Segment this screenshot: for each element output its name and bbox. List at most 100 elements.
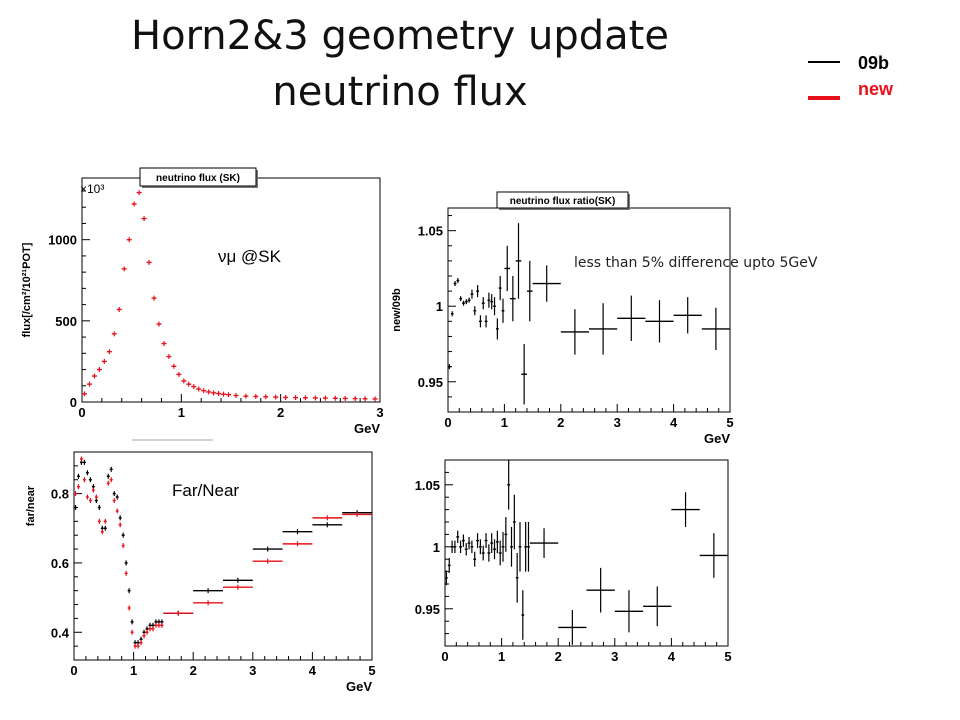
title-box: [496, 191, 629, 209]
data-point: [456, 530, 460, 544]
data-point: [510, 276, 516, 322]
chart-title: neutrino flux ratio(SK): [510, 196, 616, 207]
data-point: [163, 610, 194, 616]
data-point: [115, 508, 119, 514]
data-point: [456, 278, 460, 284]
series: [74, 456, 372, 649]
data-point: [243, 393, 249, 399]
data-point: [193, 600, 223, 606]
x-tick-label: 2: [555, 649, 562, 664]
legend-item-09b: 09b: [808, 52, 928, 78]
data-point: [252, 546, 283, 552]
data-point: [453, 540, 457, 553]
data-point: [273, 394, 279, 400]
data-point: [470, 540, 474, 553]
data-point: [115, 494, 119, 500]
data-point: [293, 395, 299, 401]
data-point: [116, 306, 122, 312]
y-tick-label: 0.95: [418, 375, 443, 390]
x-tick-label: 5: [726, 415, 733, 430]
data-point: [130, 619, 134, 625]
x-tick-label: 3: [376, 405, 383, 420]
x-tick-label: 3: [614, 415, 621, 430]
data-point: [103, 525, 107, 531]
data-point: [193, 588, 223, 594]
data-point: [146, 259, 152, 265]
data-point: [82, 477, 86, 483]
data-point: [560, 309, 589, 355]
data-point: [518, 522, 522, 572]
data-point: [94, 494, 98, 500]
data-point: [487, 544, 491, 562]
data-point: [282, 541, 313, 547]
data-point: [478, 539, 482, 555]
x-tick-label: 0: [444, 415, 451, 430]
data-point: [226, 392, 231, 398]
data-point: [96, 367, 102, 373]
data-point: [121, 266, 127, 272]
data-point: [448, 364, 451, 370]
data-point: [450, 540, 454, 553]
data-point: [76, 484, 80, 490]
data-point: [447, 557, 451, 573]
data-point: [201, 388, 207, 394]
data-point: [484, 533, 488, 549]
data-point: [495, 530, 499, 553]
data-point: [479, 315, 482, 328]
x-tick-label: 0: [78, 405, 85, 420]
data-point: [521, 590, 525, 640]
data-point: [106, 473, 110, 479]
data-point: [191, 384, 197, 390]
y-tick-label: 1.05: [418, 224, 443, 239]
data-point: [464, 299, 468, 305]
x-tick-label: 2: [277, 405, 284, 420]
data-point: [476, 285, 480, 298]
data-point: [507, 460, 511, 510]
data-point: [74, 491, 77, 497]
data-point: [558, 610, 587, 645]
data-point: [121, 543, 125, 549]
y-tick-label: 1: [433, 540, 440, 555]
data-point: [103, 518, 107, 524]
data-point: [527, 522, 530, 572]
data-point: [112, 491, 116, 497]
series: [448, 223, 730, 405]
x-axis-label: GeV: [704, 431, 730, 446]
chart-title: neutrino flux (SK): [156, 173, 240, 184]
data-point: [473, 551, 477, 567]
x-tick-label: 4: [668, 649, 676, 664]
x-tick-label: 0: [70, 663, 77, 678]
title-box: [139, 167, 257, 187]
data-point: [462, 300, 465, 306]
data-point: [498, 276, 502, 301]
data-point: [85, 470, 89, 476]
data-point: [487, 292, 491, 308]
y-axis-label: flux[/cm²/10²¹POT]: [21, 242, 33, 337]
data-point: [352, 396, 358, 402]
data-point: [127, 588, 131, 594]
data-point: [464, 543, 468, 556]
data-point: [282, 529, 313, 535]
data-point: [118, 522, 122, 528]
data-point: [524, 522, 528, 572]
data-point: [91, 487, 95, 493]
data-point: [467, 536, 471, 550]
data-point: [126, 237, 132, 243]
x-tick-label: 1: [130, 663, 137, 678]
x-tick-label: 1: [498, 649, 505, 664]
y-tick-label: 1.05: [415, 478, 440, 493]
data-point: [82, 459, 86, 465]
data-point: [495, 318, 499, 340]
data-point: [671, 492, 700, 527]
data-point: [76, 473, 80, 479]
legend-swatch-black: [808, 61, 840, 63]
data-point: [206, 389, 212, 395]
chart-annotation: νμ @SK: [218, 247, 282, 266]
data-point: [211, 390, 217, 396]
data-point: [515, 553, 519, 603]
data-point: [97, 518, 101, 524]
data-point: [160, 622, 164, 628]
data-point: [141, 216, 147, 222]
